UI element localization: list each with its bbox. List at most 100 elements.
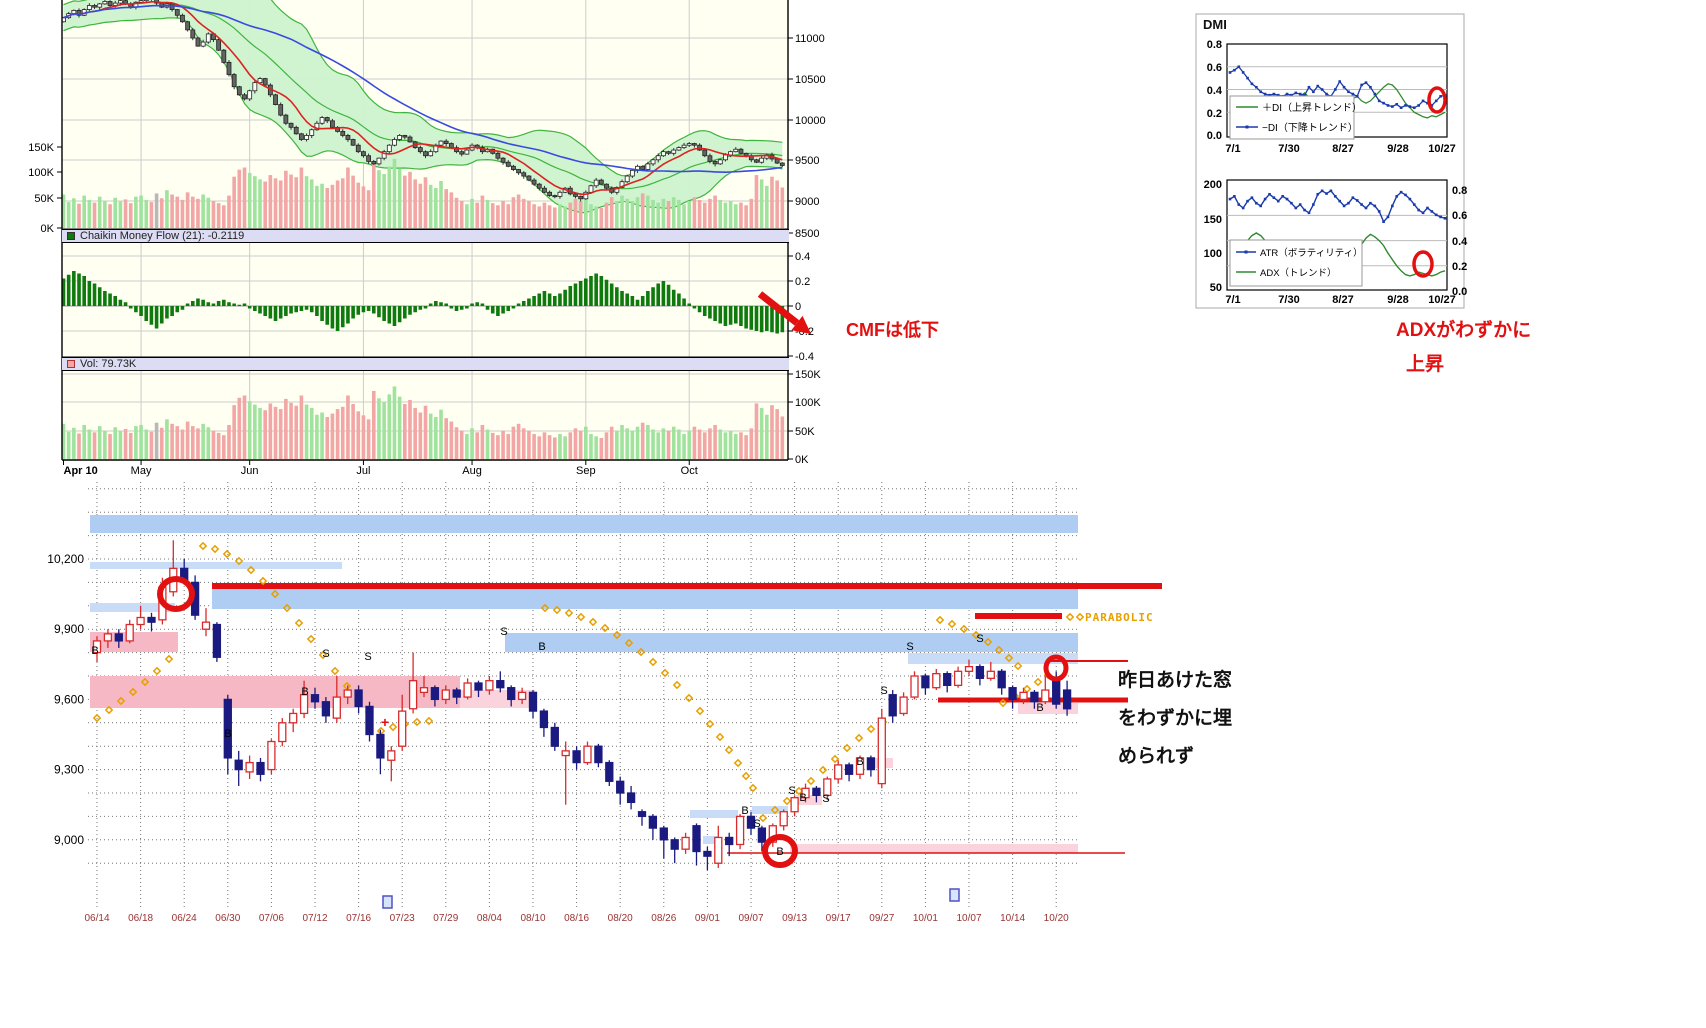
svg-text:9,900: 9,900: [54, 622, 84, 636]
gap-annotation-line3: められず: [1118, 746, 1195, 767]
svg-text:0: 0: [795, 301, 801, 313]
svg-text:50: 50: [1210, 282, 1222, 294]
dmi-panel: 0.8 0.6 0.4 0.2 0.0 7/1 7/30 8/27 9/28 10/27 ＋DI（上…: [1195, 13, 1468, 309]
adx-annotation: ADXがわずかに 上昇: [1396, 314, 1531, 382]
adx-annotation-line2: 上昇: [1406, 354, 1445, 375]
svg-text:B: B: [856, 756, 863, 768]
svg-text:50K: 50K: [795, 426, 815, 438]
svg-text:B: B: [538, 641, 545, 653]
svg-text:150: 150: [1204, 214, 1222, 226]
svg-text:B: B: [776, 846, 783, 858]
svg-text:09/17: 09/17: [826, 913, 851, 924]
svg-text:＋DI（上昇トレンド）: ＋DI（上昇トレンド）: [1262, 102, 1362, 114]
svg-text:50K: 50K: [34, 193, 54, 205]
svg-text:8500: 8500: [795, 228, 819, 240]
svg-text:0.6: 0.6: [1207, 62, 1222, 74]
gap-annotation-line1: 昨日あけた窓: [1118, 670, 1233, 691]
cmf-arrow-annotation: [757, 291, 812, 335]
svg-text:150K: 150K: [795, 369, 821, 381]
svg-text:0.6: 0.6: [1452, 210, 1467, 222]
svg-text:0.8: 0.8: [1452, 185, 1467, 197]
svg-text:S: S: [364, 651, 371, 663]
cmf-panel-header: Chaikin Money Flow (21): -0.2119: [62, 229, 789, 243]
svg-text:+: +: [381, 714, 389, 730]
svg-text:Apr 10: Apr 10: [64, 465, 98, 477]
svg-text:09/27: 09/27: [869, 913, 894, 924]
svg-text:Sep: Sep: [576, 465, 596, 477]
svg-text:Oct: Oct: [681, 465, 698, 477]
svg-text:10/14: 10/14: [1000, 913, 1025, 924]
svg-text:9/28: 9/28: [1387, 143, 1408, 155]
svg-text:S: S: [322, 648, 329, 660]
adx-annotation-line1: ADXがわずかに: [1396, 320, 1532, 341]
svg-text:S: S: [976, 633, 983, 645]
svg-text:07/23: 07/23: [390, 913, 415, 924]
svg-text:9/28: 9/28: [1387, 294, 1408, 306]
dmi-panel-title: DMI: [1203, 17, 1227, 32]
svg-text:10000: 10000: [795, 115, 826, 127]
svg-text:7/30: 7/30: [1278, 143, 1299, 155]
svg-text:0.0: 0.0: [1452, 286, 1467, 298]
svg-text:7/1: 7/1: [1225, 143, 1240, 155]
svg-text:S: S: [753, 818, 760, 830]
svg-text:0K: 0K: [41, 223, 55, 235]
svg-text:S: S: [500, 626, 507, 638]
volume-panel-header: Vol: 79.73K: [62, 357, 789, 371]
svg-text:9,600: 9,600: [54, 692, 84, 706]
svg-text:10/01: 10/01: [913, 913, 938, 924]
price-panel: [62, 0, 785, 228]
svg-text:08/26: 08/26: [651, 913, 676, 924]
cmf-panel: [61, 271, 785, 334]
svg-text:7/30: 7/30: [1278, 294, 1299, 306]
svg-text:08/16: 08/16: [564, 913, 589, 924]
svg-text:0.4: 0.4: [795, 251, 810, 263]
svg-text:06/14: 06/14: [84, 913, 109, 924]
svg-text:100K: 100K: [28, 167, 54, 179]
gap-annotation: 昨日あけた窓 をわずかに埋 められず: [1118, 662, 1232, 776]
svg-text:B: B: [91, 645, 98, 657]
svg-text:7/1: 7/1: [1225, 294, 1240, 306]
svg-text:S: S: [822, 793, 829, 805]
svg-text:08/04: 08/04: [477, 913, 502, 924]
svg-text:May: May: [131, 465, 152, 477]
svg-text:07/16: 07/16: [346, 913, 371, 924]
svg-text:Jun: Jun: [241, 465, 259, 477]
svg-text:06/24: 06/24: [172, 913, 197, 924]
svg-text:S: S: [880, 685, 887, 697]
svg-text:06/30: 06/30: [215, 913, 240, 924]
svg-text:0.2: 0.2: [1207, 108, 1222, 120]
svg-text:0K: 0K: [795, 454, 809, 466]
svg-text:0.2: 0.2: [1452, 261, 1467, 273]
svg-text:08/10: 08/10: [520, 913, 545, 924]
svg-text:10,200: 10,200: [47, 552, 84, 566]
svg-text:07/12: 07/12: [302, 913, 327, 924]
parabolic-label: PARABOLIC: [1085, 611, 1154, 624]
svg-text:150K: 150K: [28, 142, 54, 154]
svg-text:10500: 10500: [795, 74, 826, 86]
svg-text:100K: 100K: [795, 397, 821, 409]
svg-text:0.4: 0.4: [1452, 236, 1468, 248]
svg-text:09/01: 09/01: [695, 913, 720, 924]
gap-annotation-line2: をわずかに埋: [1118, 708, 1233, 729]
svg-text:9,300: 9,300: [54, 763, 84, 777]
svg-text:B: B: [224, 728, 231, 740]
svg-text:08/20: 08/20: [608, 913, 633, 924]
svg-text:B: B: [741, 805, 748, 817]
svg-text:200: 200: [1204, 179, 1222, 191]
svg-text:ADX（トレンド）: ADX（トレンド）: [1260, 267, 1337, 279]
svg-text:S: S: [788, 785, 795, 797]
svg-text:07/06: 07/06: [259, 913, 284, 924]
svg-text:B: B: [1036, 702, 1043, 714]
svg-text:9000: 9000: [795, 196, 819, 208]
volume-swatch-icon: [67, 360, 75, 368]
svg-text:11000: 11000: [795, 33, 825, 45]
svg-text:10/20: 10/20: [1044, 913, 1069, 924]
svg-text:8/27: 8/27: [1332, 143, 1353, 155]
vol-panel: [61, 386, 785, 459]
svg-text:9,000: 9,000: [54, 833, 84, 847]
svg-text:10/27: 10/27: [1428, 143, 1456, 155]
svg-text:09/07: 09/07: [738, 913, 763, 924]
